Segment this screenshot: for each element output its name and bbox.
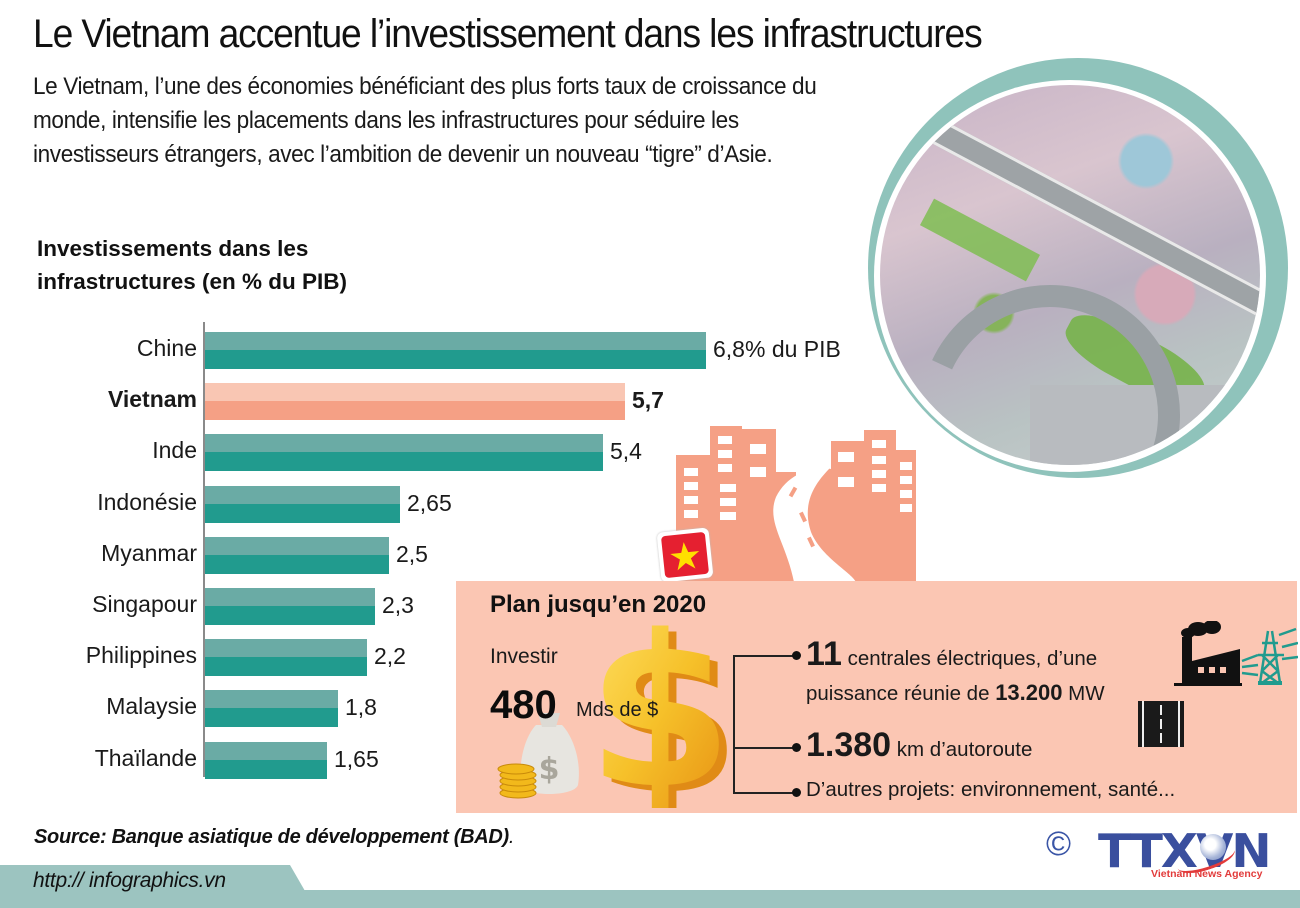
bar-row-chine: Chine 6,8% du PIB: [0, 332, 900, 369]
logo-subtitle: Vietnam News Agency: [1151, 868, 1263, 880]
bar: [205, 383, 625, 421]
bar: [205, 332, 706, 369]
bar-value: 6,8% du PIB: [713, 336, 841, 362]
bar-value: 2,2: [374, 643, 406, 670]
globe-icon: [1200, 834, 1226, 860]
bar: [205, 639, 367, 677]
bar: [205, 741, 327, 779]
bar-label: Malaysie: [106, 693, 197, 720]
svg-text:$: $: [596, 623, 731, 808]
highway-icon: [1138, 701, 1184, 747]
bracket-line: [733, 655, 735, 793]
bar-row-singapour: Singapour 2,3: [0, 588, 900, 625]
bar-label: Philippines: [85, 642, 197, 669]
bar-value: 1,65: [334, 745, 379, 772]
bar-label: Chine: [136, 335, 197, 361]
bar-value: 5,7: [632, 387, 664, 414]
ttxvn-logo: TTXVN: [1098, 824, 1272, 878]
city-buildings-icon: [676, 426, 916, 582]
highway-interchange-photo: [880, 85, 1260, 465]
bullet-icon: [792, 788, 801, 797]
plan-item-power: 11 centrales électriques, d’une puissanc…: [806, 635, 1105, 705]
plan-title: Plan jusqu’en 2020: [490, 591, 707, 618]
bar-value: 5,4: [610, 438, 642, 465]
vietnam-flag-icon: [656, 527, 714, 583]
dollar-sign-icon: $ $: [596, 623, 731, 808]
bar-label: Inde: [152, 437, 197, 464]
bar-row-myanmar: Myanmar 2,5: [0, 536, 900, 574]
bar: [205, 588, 375, 625]
footer-tab: [0, 865, 305, 891]
bar-value: 2,65: [407, 489, 452, 516]
plan-item-highway: 1.380 km d’autoroute: [806, 726, 1033, 764]
bar-row-philippines: Philippines 2,2: [0, 639, 900, 677]
bar: [205, 485, 400, 523]
plan-2020-panel: Plan jusqu’en 2020 Investir $ $ $ 480 Md…: [456, 581, 1298, 813]
bar-label: Singapour: [92, 591, 197, 617]
bar: [205, 536, 389, 574]
copyright-icon: ©: [1046, 825, 1072, 863]
bar-label: Vietnam: [107, 386, 197, 413]
bar-label: Thaïlande: [94, 744, 197, 771]
invest-amount: 480: [490, 683, 557, 727]
svg-text:$: $: [596, 623, 731, 808]
source-note: Source: Banque asiatique de développemen…: [34, 826, 515, 848]
aerial-photo: [868, 58, 1288, 478]
chart-title-line1: Investissements dans les: [37, 236, 309, 261]
bar-value: 2,3: [382, 592, 414, 618]
footer-url-link[interactable]: http:// infographics.vn: [33, 869, 226, 892]
bar-value: 2,5: [396, 540, 428, 567]
bar-value: 1,8: [345, 694, 377, 721]
bullet-icon: [792, 651, 801, 660]
bar-label: Indonésie: [97, 488, 197, 515]
bullet-icon: [792, 743, 801, 752]
invest-label: Investir: [490, 645, 558, 668]
bar-row-malaysie: Malaysie 1,8: [0, 690, 900, 728]
bar-row-thaïlande: Thaïlande 1,65: [0, 741, 900, 779]
svg-text:$: $: [539, 752, 560, 787]
invest-unit: Mds de $: [576, 699, 659, 721]
chart-title-line2: infrastructures (en % du PIB): [37, 269, 348, 294]
footer-band: [0, 890, 1300, 908]
bar: [205, 434, 603, 472]
bar-row-vietnam: Vietnam 5,7: [0, 383, 900, 421]
chart-axis: [203, 322, 205, 777]
bar-label: Myanmar: [101, 539, 197, 566]
power-plant-icon: [1174, 621, 1298, 686]
intro-paragraph: Le Vietnam, l’une des économies bénéfici…: [33, 73, 817, 168]
money-bag-icon: $: [497, 713, 579, 799]
plan-item-other: D’autres projets: environnement, santé..…: [806, 778, 1176, 801]
chart-title: Investissements dans les infrastructures…: [37, 232, 347, 298]
bar-row-inde: Inde 5,4: [0, 434, 900, 472]
bar-row-indonésie: Indonésie 2,65: [0, 485, 900, 523]
bar: [205, 690, 338, 728]
page-title: Le Vietnam accentue l’investissement dan…: [33, 12, 983, 56]
